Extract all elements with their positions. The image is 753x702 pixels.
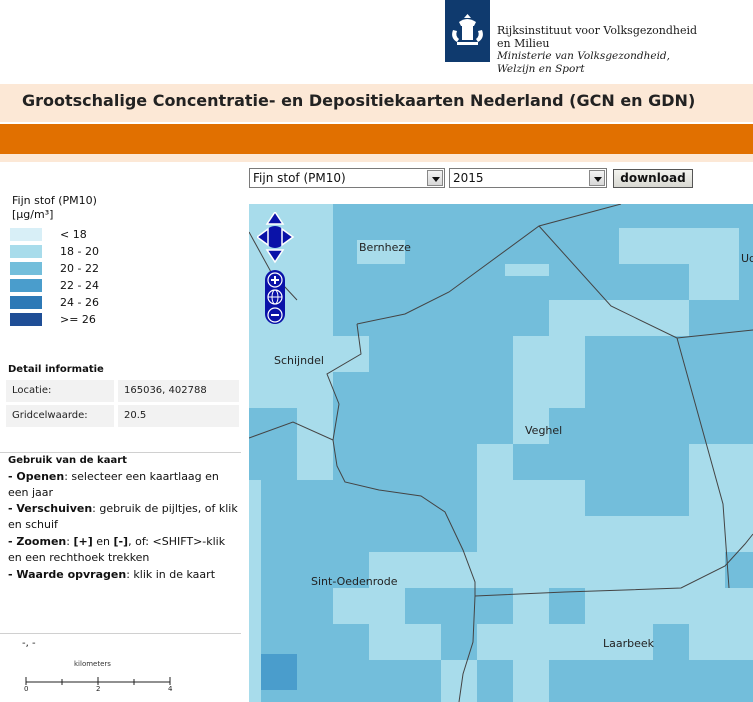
pan-right-button[interactable] [281,227,295,247]
pan-up-button[interactable] [265,210,285,225]
legend-swatch [10,245,42,258]
help-pan-bold: - Verschuiven [8,502,93,515]
year-select-value: 2015 [453,171,484,185]
legend-unit: [µg/m³] [12,208,54,221]
rijkswapen-logo [445,0,490,62]
place-label-bernheze: Bernheze [359,241,411,254]
pan-left-button[interactable] [255,227,269,247]
place-label-laarbeek: Laarbeek [603,637,655,650]
help-zoom-bold: - Zoomen [8,535,67,548]
zoom-out-button[interactable] [267,307,283,323]
location-key: Locatie: [6,380,114,402]
help-open: - Openen: selecteer een kaartlaag en een… [8,469,238,501]
peach-divider-bar [0,154,753,162]
gridcell-key: Gridcelwaarde: [6,405,114,427]
legend-label: 24 - 26 [60,296,99,309]
legend-title-line1: Fijn stof (PM10) [12,194,97,207]
concentration-grid[interactable] [249,204,753,702]
pan-down-button[interactable] [265,249,285,264]
legend-swatch [10,296,42,309]
help-heading: Gebruik van de kaart [8,455,127,466]
ministry-line2: Welzijn en Sport [497,63,585,75]
org-name-line1: Rijksinstituut voor Volksgezondheid [497,24,698,37]
help-query: - Waarde opvragen: klik in de kaart [8,567,238,583]
globe-icon[interactable] [267,289,283,305]
map-viewport[interactable]: Bernheze Ud Schijndel Veghel Sint-Oedenr… [249,204,753,702]
rivm-logo-block: Rijksinstituut voor Volksgezondheid en M… [445,0,753,84]
page-title: Grootschalige Concentratie- en Depositie… [22,91,696,110]
title-band [0,84,753,122]
download-button[interactable]: download [613,169,693,188]
help-zoom-en: en [92,535,114,548]
org-name-line2: en Milieu [497,37,550,50]
legend-swatch [10,313,42,326]
help-zoom-plus: [+] [73,535,93,548]
scale-tick-4: 4 [168,685,173,693]
help-pan-text: : gebruik de pijltjes, of klik en schuif [8,502,238,531]
place-label-veghel: Veghel [525,424,563,437]
map-navigation-control [255,210,297,325]
legend-label: < 18 [60,228,87,241]
place-label-schijndel: Schijndel [274,354,324,367]
help-query-bold: - Waarde opvragen [8,568,127,581]
place-label-uden: Ud [741,252,753,265]
year-select[interactable]: 2015 [449,168,607,188]
location-value: 165036, 402788 [118,380,239,402]
help-open-bold: - Openen [8,470,65,483]
detail-row-location: Locatie: 165036, 402788 [6,380,239,402]
chevron-down-icon[interactable] [589,170,605,186]
help-separator [0,452,241,453]
help-zoom: - Zoomen: [+] en [-], of: <SHIFT>-klik e… [8,534,238,566]
pan-control[interactable] [255,210,295,264]
legend-label: 18 - 20 [60,245,99,258]
legend-swatch [10,279,42,292]
legend-label: 22 - 24 [60,279,99,292]
scale-bar: kilometers 0 2 4 [22,660,182,696]
legend-swatch [10,228,42,241]
detail-row-gridcell: Gridcelwaarde: 20.5 [6,405,239,427]
scale-tick-0: 0 [24,685,29,693]
scale-tick-2: 2 [96,685,101,693]
footer-separator [0,633,241,634]
legend-label: >= 26 [60,313,96,326]
help-open-text: : selecteer een kaartlaag en een jaar [8,470,219,499]
legend-title: Fijn stof (PM10) [µg/m³] [12,194,97,222]
legend-swatch [10,262,42,275]
layer-select-value: Fijn stof (PM10) [253,171,346,185]
help-zoom-text: , of: <SHIFT>-klik en een rechthoek trek… [8,535,226,564]
help-pan: - Verschuiven: gebruik de pijltjes, of k… [8,501,238,533]
scale-title: kilometers [74,660,111,668]
zoom-in-button[interactable] [267,272,283,288]
organisation-name: Rijksinstituut voor Volksgezondheid en M… [497,24,697,76]
orange-divider-bar [0,124,753,154]
layer-select[interactable]: Fijn stof (PM10) [249,168,445,188]
legend-label: 20 - 22 [60,262,99,275]
place-label-sint-oedenrode: Sint-Oedenrode [311,575,398,588]
help-zoom-minus: [-] [113,535,129,548]
chevron-down-icon[interactable] [427,170,443,186]
gridcell-value: 20.5 [118,405,239,427]
coordinate-readout: -, - [22,638,36,649]
help-zoom-sep: : [66,535,74,548]
scale-line [25,677,171,685]
help-query-text: : klik in de kaart [126,568,216,581]
ministry-line1: Ministerie van Volksgezondheid, [497,50,670,62]
detail-heading: Detail informatie [8,364,104,375]
